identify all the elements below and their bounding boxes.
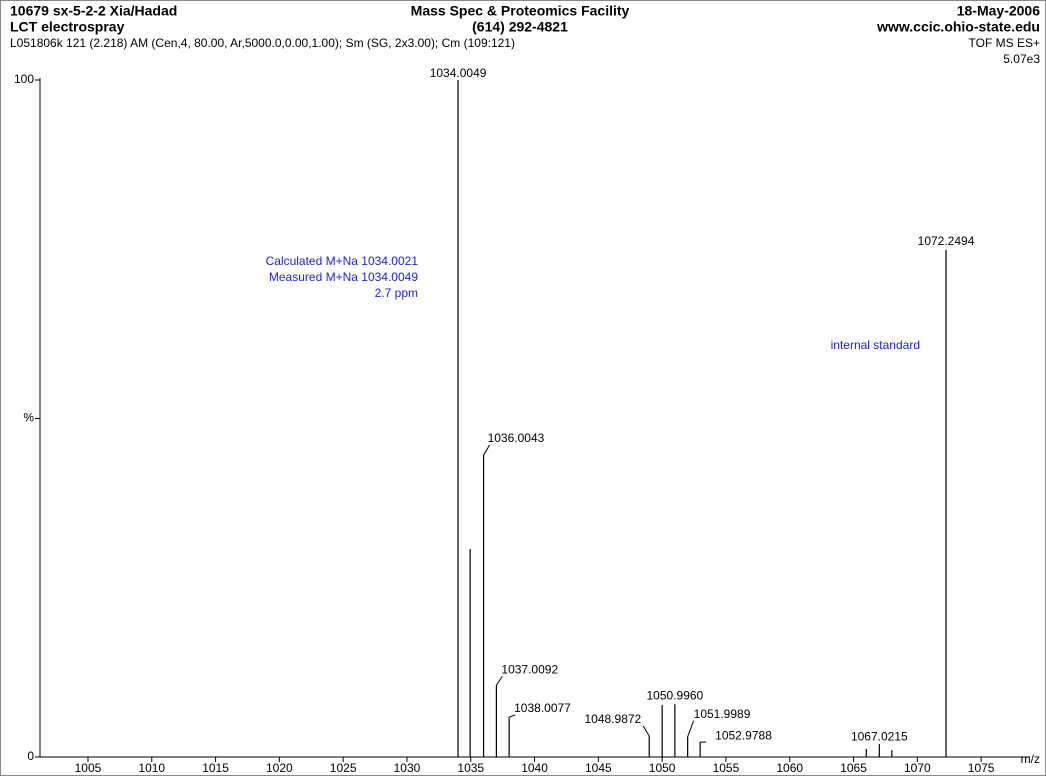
leader-line	[642, 725, 650, 737]
instrument: LCT electrospray	[10, 19, 125, 35]
x-tick-label: 1010	[138, 761, 165, 775]
annotation: internal standard	[831, 338, 920, 352]
x-tick-label: 1030	[394, 761, 421, 775]
x-tick-label: 1050	[649, 761, 676, 775]
x-tick-label: 1045	[585, 761, 612, 775]
x-tick-label: 1070	[904, 761, 931, 775]
x-tick-label: 1020	[266, 761, 293, 775]
x-tick-label: 1005	[75, 761, 102, 775]
annotation: Measured M+Na 1034.0049	[269, 270, 418, 284]
peak-label: 1051.9989	[694, 707, 751, 721]
intensity: 5.07e3	[1003, 52, 1040, 66]
y-tick-label: %	[23, 411, 34, 425]
x-tick-label: 1025	[330, 761, 357, 775]
website: www.ccic.ohio-state.edu	[876, 19, 1040, 35]
leader-line	[508, 714, 516, 718]
mode: TOF MS ES+	[969, 36, 1040, 50]
leader-line	[495, 675, 503, 686]
y-tick-label: 0	[27, 749, 34, 763]
phone: (614) 292-4821	[472, 19, 568, 35]
peak-label: 1037.0092	[501, 662, 558, 676]
x-tick-label: 1040	[521, 761, 548, 775]
x-tick-label: 1035	[457, 761, 484, 775]
peak-label: 1038.0077	[514, 701, 571, 715]
annotation: 2.7 ppm	[375, 286, 418, 300]
x-tick-label: 1015	[202, 761, 229, 775]
peak-label: 1050.9960	[646, 688, 703, 702]
x-tick-label: 1075	[968, 761, 995, 775]
x-tick-label: 1065	[840, 761, 867, 775]
x-axis-label: m/z	[1021, 752, 1040, 766]
x-tick-label: 1060	[776, 761, 803, 775]
scan-info: L051806k 121 (2.218) AM (Cen,4, 80.00, A…	[10, 36, 515, 50]
peak-label: 1072.2494	[918, 234, 975, 248]
peak-label: 1048.9872	[584, 712, 641, 726]
peak-label: 1034.0049	[430, 66, 487, 80]
x-tick-label: 1055	[713, 761, 740, 775]
peak-label: 1036.0043	[488, 431, 545, 445]
leader-line	[483, 444, 490, 456]
annotation: Calculated M+Na 1034.0021	[266, 254, 419, 268]
peak-label: 1067.0215	[851, 729, 908, 743]
peak-label: 1052.9788	[715, 728, 772, 742]
facility: Mass Spec & Proteomics Facility	[411, 3, 630, 19]
date: 18-May-2006	[957, 3, 1040, 19]
leader-line	[687, 720, 695, 737]
y-tick-label: 100	[14, 72, 34, 86]
sample: 10679 sx-5-2-2 Xia/Hadad	[10, 3, 177, 19]
